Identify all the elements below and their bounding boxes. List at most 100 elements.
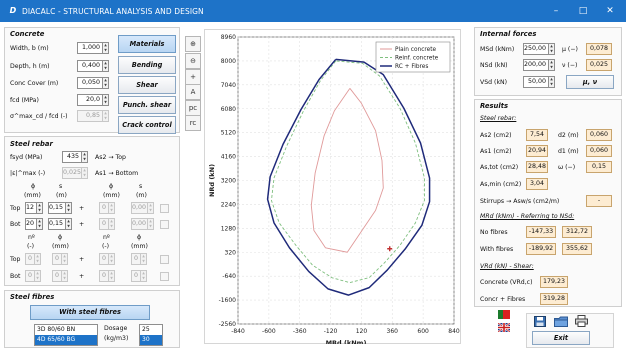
- sigma-input[interactable]: 0,85: [77, 110, 103, 122]
- bot2-phi-input[interactable]: 0: [52, 270, 62, 282]
- folder-icon[interactable]: [554, 316, 568, 327]
- bot2-n-spinner[interactable]: ▲ ▼: [35, 270, 41, 282]
- bot2-n-input[interactable]: 0: [25, 270, 35, 282]
- omega-output: 0,15: [586, 161, 612, 173]
- fibre-option-1[interactable]: 3D 80/60 BN: [35, 325, 97, 335]
- width-spinner[interactable]: ▲ ▼: [103, 42, 109, 54]
- top2-phi2-input[interactable]: 0: [131, 253, 141, 265]
- top2-phi-spinner[interactable]: ▲ ▼: [62, 253, 68, 265]
- bot-s-input[interactable]: 0,15: [48, 218, 66, 230]
- n-header: nº: [28, 234, 35, 241]
- top2-extra-checkbox[interactable]: [160, 255, 169, 264]
- fibre-type-list[interactable]: 3D 80/60 BN 4D 65/60 BG: [34, 324, 98, 346]
- close-button[interactable]: ✕: [600, 0, 620, 22]
- bot-phi2-spinner[interactable]: ▲ ▼: [109, 218, 115, 230]
- bot-s-spinner[interactable]: ▲ ▼: [66, 218, 72, 230]
- depth-input[interactable]: 0,400: [77, 60, 103, 72]
- eps-label: |ε|^max (-): [10, 170, 45, 177]
- legend-entry: RC + Fibres: [395, 64, 428, 70]
- bot-phi-input[interactable]: 20: [25, 218, 37, 230]
- text-icon[interactable]: A: [185, 84, 201, 100]
- bot2-phi2-input[interactable]: 0: [131, 270, 141, 282]
- top2-n2-spinner[interactable]: ▲ ▼: [109, 253, 115, 265]
- vsd-input[interactable]: 50,00: [523, 76, 549, 88]
- top-s-input[interactable]: 0,15: [48, 202, 66, 214]
- reinforced-concrete-toggle[interactable]: rc: [185, 115, 201, 131]
- x-axis-label: MRd (kNm): [326, 339, 367, 344]
- top-s2-spinner[interactable]: ▲ ▼: [148, 202, 154, 214]
- bot-s2-input[interactable]: 0,00: [131, 218, 148, 230]
- dosage-unit-label: (kg/m3): [104, 335, 128, 342]
- top-phi2-input[interactable]: 0: [99, 202, 109, 214]
- fibre-option-2[interactable]: 4D 65/60 BG: [35, 335, 97, 345]
- depth-spinner[interactable]: ▲ ▼: [103, 60, 109, 72]
- materials-button[interactable]: Materials: [118, 35, 176, 53]
- top-s-spinner[interactable]: ▲ ▼: [66, 202, 72, 214]
- bot-phi-spinner[interactable]: ▲ ▼: [37, 218, 43, 230]
- plain-concrete-toggle[interactable]: pc: [185, 100, 201, 116]
- msd-input[interactable]: 250,00: [523, 43, 549, 55]
- phi-header: ϕ: [31, 183, 35, 190]
- fcd-spinner[interactable]: ▲ ▼: [103, 94, 109, 106]
- nsd-input[interactable]: 200,00: [523, 59, 549, 71]
- punching-shear-button[interactable]: Punch. shear: [118, 96, 176, 114]
- bot-s2-spinner[interactable]: ▲ ▼: [148, 218, 154, 230]
- vsd-spinner[interactable]: ▲ ▼: [549, 76, 555, 88]
- bot2-n2-spinner[interactable]: ▲ ▼: [109, 270, 115, 282]
- as2-top-label: As2 → Top: [95, 154, 126, 161]
- msd-spinner[interactable]: ▲ ▼: [549, 43, 555, 55]
- depth-label: Depth, h (m): [10, 63, 50, 70]
- maximize-button[interactable]: □: [573, 0, 593, 22]
- bot2-phi2-spinner[interactable]: ▲ ▼: [141, 270, 147, 282]
- top2-phi2-spinner[interactable]: ▲ ▼: [141, 253, 147, 265]
- minimize-button[interactable]: –: [546, 0, 566, 22]
- top-phi-input[interactable]: 12: [25, 202, 37, 214]
- dosage-list[interactable]: 25 30: [139, 324, 163, 346]
- crack-control-button[interactable]: Crack control: [118, 116, 176, 134]
- zoom-out-icon[interactable]: ⊖: [185, 53, 201, 69]
- mu-nu-button[interactable]: μ, ν: [566, 75, 614, 89]
- dosage-option-2[interactable]: 30: [140, 335, 162, 345]
- shear-button[interactable]: Shear: [118, 76, 176, 94]
- app-logo-icon: D: [8, 6, 18, 16]
- cover-input[interactable]: 0,050: [77, 77, 103, 89]
- top2-n2-input[interactable]: 0: [99, 253, 109, 265]
- fsyd-spinner[interactable]: ▲ ▼: [82, 151, 88, 163]
- bot-phi2-input[interactable]: 0: [99, 218, 109, 230]
- fsyd-input[interactable]: 435: [62, 151, 82, 163]
- zoom-in-icon[interactable]: ⊕: [185, 36, 201, 52]
- top2-n-input[interactable]: 0: [25, 253, 35, 265]
- portuguese-flag-icon[interactable]: [498, 310, 510, 319]
- top-s2-input[interactable]: 0,00: [131, 202, 148, 214]
- x-tick-label: 120: [356, 328, 368, 335]
- y-tick-label: 1280: [221, 225, 236, 232]
- bot2-n2-input[interactable]: 0: [99, 270, 109, 282]
- eps-spinner[interactable]: ▲ ▼: [82, 167, 88, 179]
- exit-button[interactable]: Exit: [532, 331, 590, 345]
- crosshair-icon[interactable]: +: [185, 69, 201, 85]
- top-extra-checkbox[interactable]: [160, 204, 169, 213]
- english-flag-icon[interactable]: [498, 323, 510, 332]
- floppy-disk-icon[interactable]: [534, 316, 546, 327]
- dosage-option-1[interactable]: 25: [140, 325, 162, 335]
- bot2-extra-checkbox[interactable]: [160, 272, 169, 281]
- printer-icon[interactable]: [575, 315, 588, 327]
- as1-output: 20,94: [526, 145, 548, 157]
- top2-n-spinner[interactable]: ▲ ▼: [35, 253, 41, 265]
- sigma-spinner[interactable]: ▲ ▼: [103, 110, 109, 122]
- y-tick-label: -2560: [219, 321, 237, 328]
- bot2-phi-spinner[interactable]: ▲ ▼: [62, 270, 68, 282]
- fcd-input[interactable]: 20,0: [77, 94, 103, 106]
- bot-extra-checkbox[interactable]: [160, 220, 169, 229]
- cover-spinner[interactable]: ▲ ▼: [103, 77, 109, 89]
- with-steel-fibres-button[interactable]: With steel fibres: [30, 305, 150, 320]
- bending-button[interactable]: Bending: [118, 56, 176, 74]
- top-phi-spinner[interactable]: ▲ ▼: [37, 202, 43, 214]
- top2-phi-input[interactable]: 0: [52, 253, 62, 265]
- width-input[interactable]: 1,000: [77, 42, 103, 54]
- top-phi2-spinner[interactable]: ▲ ▼: [109, 202, 115, 214]
- n2-header: nº: [103, 234, 110, 241]
- eps-input[interactable]: 0,025: [62, 167, 82, 179]
- window-title: DIACALC - STRUCTURAL ANALYSIS AND DESIGN: [22, 7, 204, 16]
- nsd-spinner[interactable]: ▲ ▼: [549, 59, 555, 71]
